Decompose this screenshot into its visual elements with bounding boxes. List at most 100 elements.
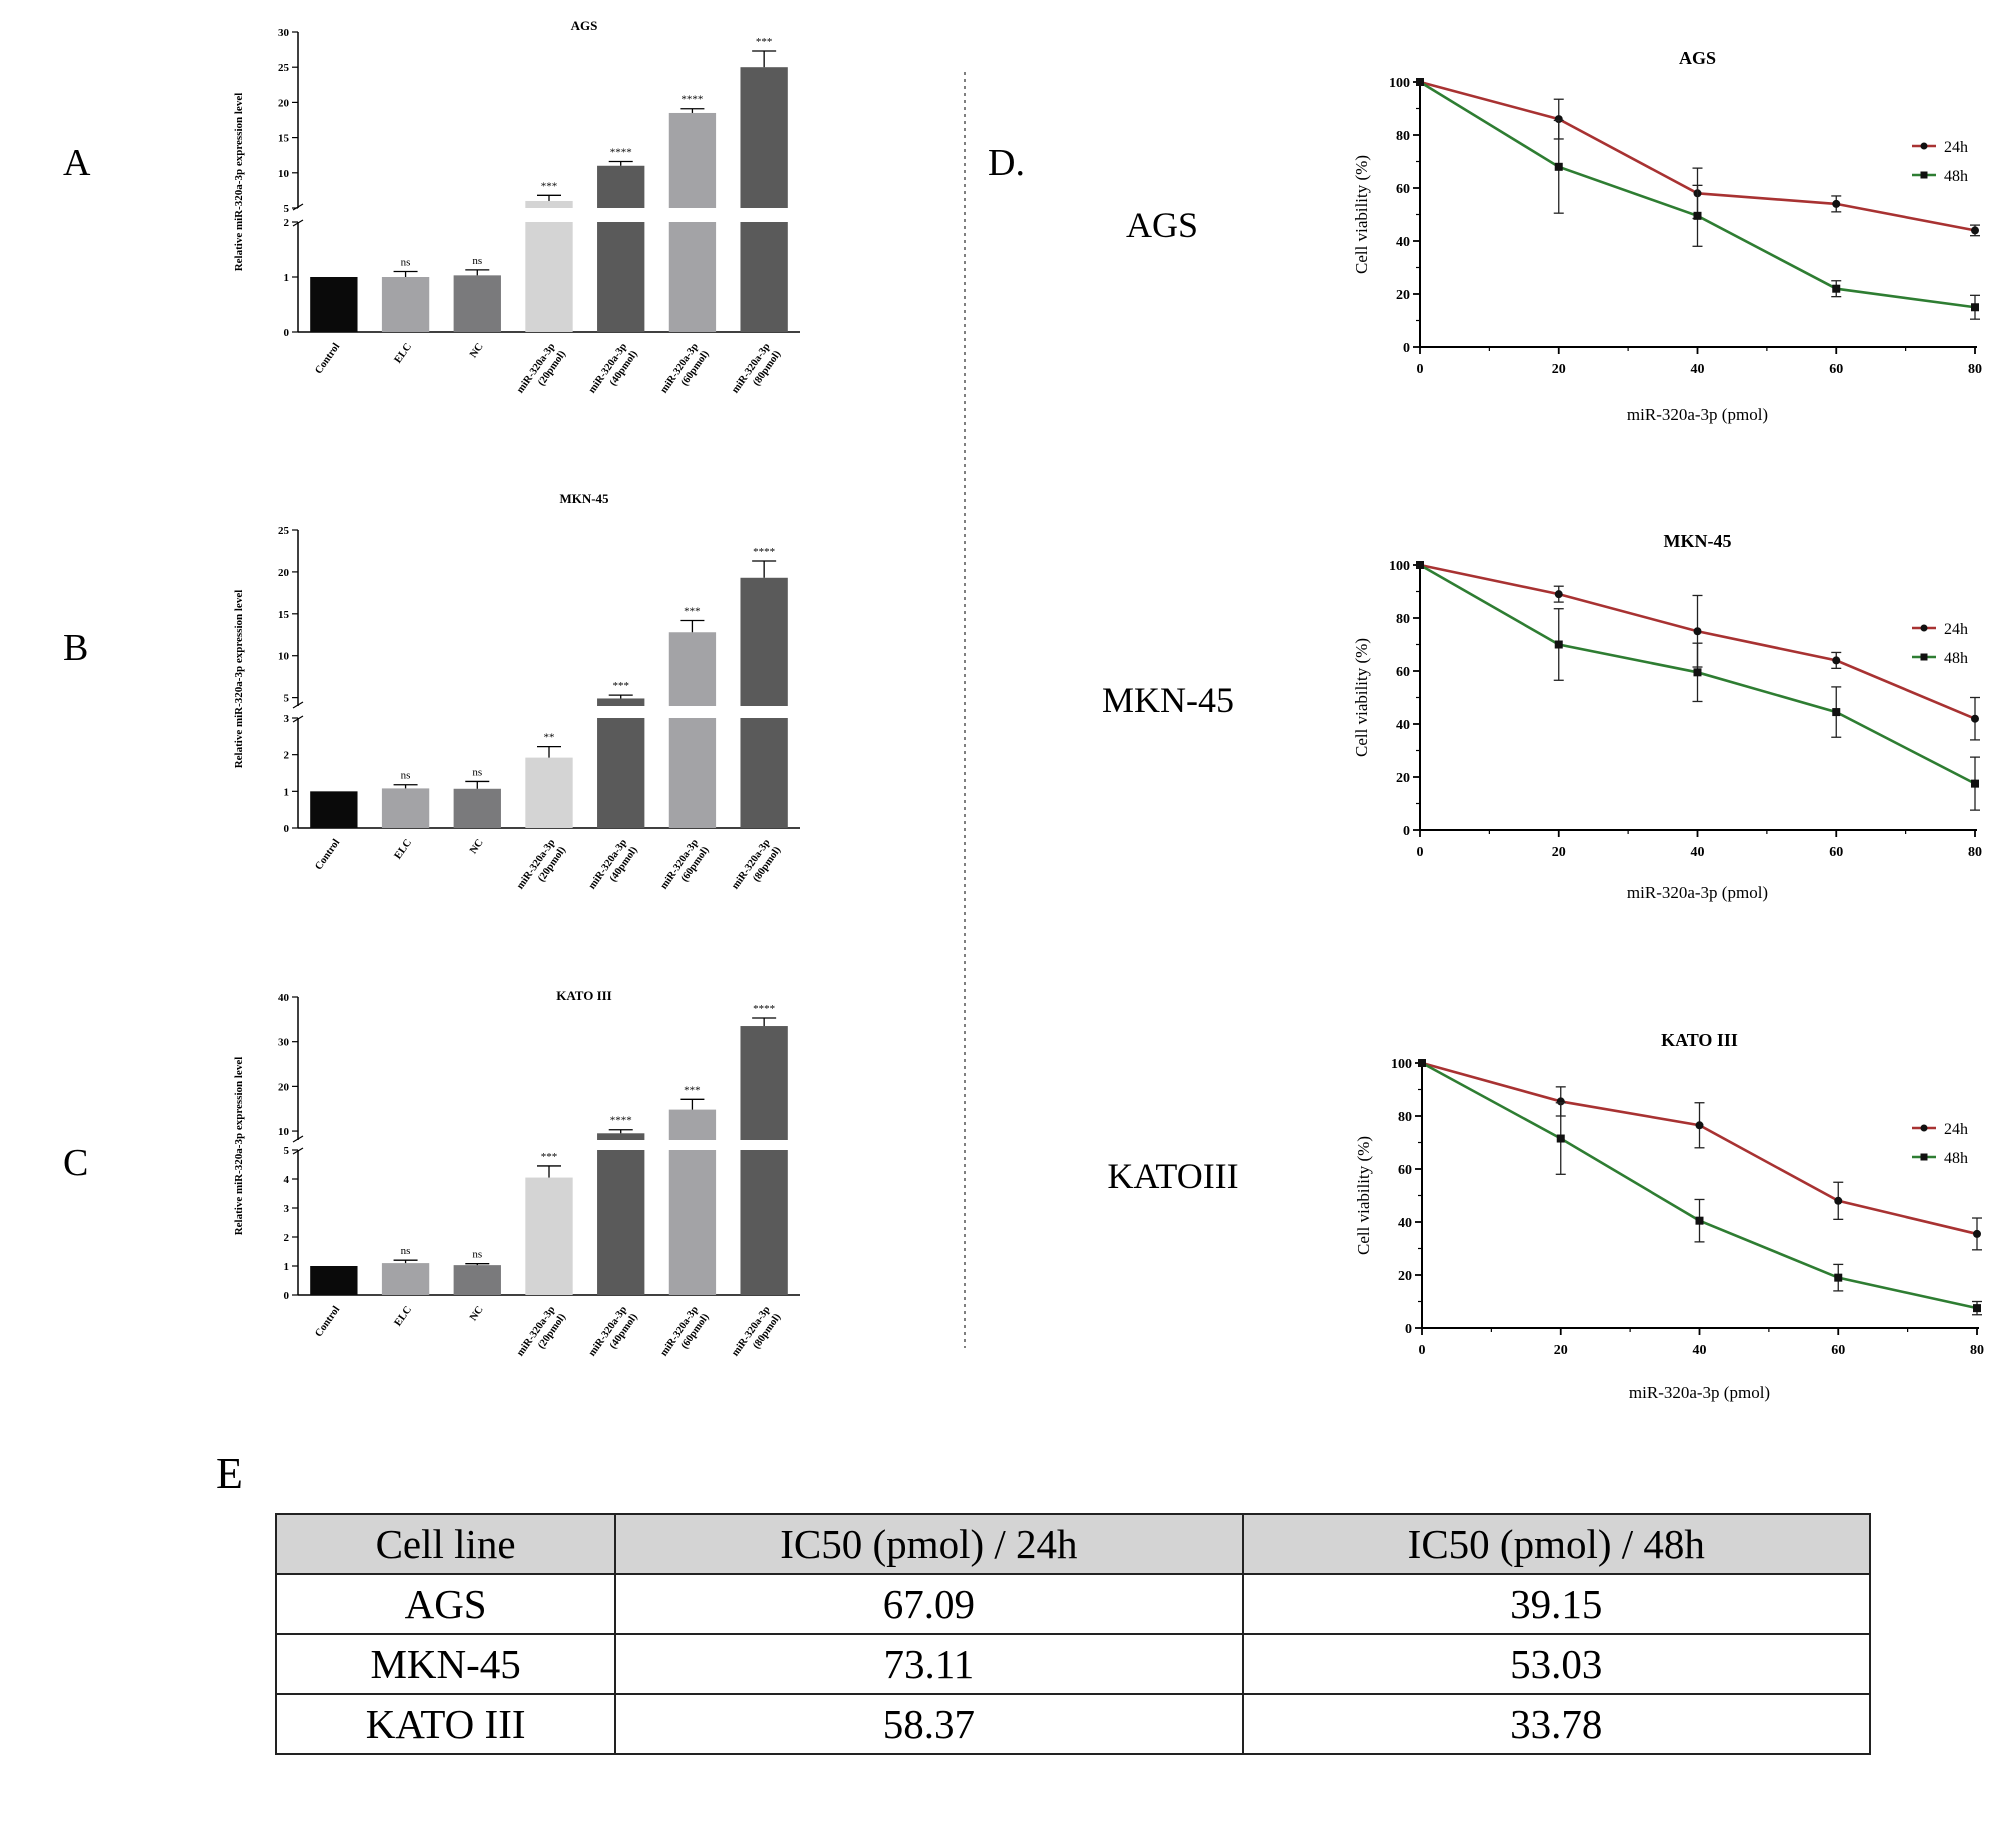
data-point (1554, 115, 1563, 124)
axis-break-mark (292, 203, 304, 211)
table-header-cell: IC50 (pmol) / 24h (614, 1513, 1244, 1575)
bar (740, 222, 788, 332)
data-point (1556, 1134, 1565, 1143)
axis-break-mark (292, 701, 304, 709)
y-axis-label: Cell viability (%) (1352, 638, 1371, 757)
chart-title: KATO III (556, 988, 612, 1003)
category-label: miR-320a-3p(80pmol) (730, 837, 783, 899)
category-label: miR-320a-3p(40pmol) (587, 1304, 640, 1366)
data-point (1554, 590, 1563, 599)
axis-break-mark (292, 1147, 304, 1155)
data-point (1971, 226, 1979, 235)
significance-label: **** (610, 147, 632, 159)
data-point (1695, 1216, 1704, 1225)
axis-break-mark (292, 1135, 304, 1143)
bar (740, 67, 788, 208)
significance-label: *** (684, 1084, 701, 1096)
bar (668, 1150, 717, 1295)
bar (525, 200, 573, 208)
table-cell: 39.15 (1241, 1573, 1872, 1635)
y-tick-label: 1 (284, 272, 290, 284)
category-label: miR-320a-3p(80pmol) (730, 341, 783, 403)
bar (597, 1150, 645, 1295)
table-cell: 73.11 (614, 1633, 1244, 1695)
panel-letter-c: C (63, 1142, 88, 1184)
y-tick-label: 40 (1398, 1216, 1412, 1231)
y-tick-label: 2 (284, 750, 290, 762)
table-cell: MKN-45 (274, 1633, 617, 1695)
line-chart-mkn45: MKN-45 Cell viability (%) miR-320a-3p (pmo… (1352, 531, 1982, 902)
y-axis-label: Relative miR-320a-3p expression level (233, 1057, 245, 1236)
data-point (1832, 199, 1841, 208)
legend-marker (1920, 1153, 1928, 1161)
category-label: NC (468, 341, 486, 360)
category-label: ELC (393, 837, 414, 861)
data-point (1554, 162, 1563, 171)
category-label: miR-320a-3p(60pmol) (658, 1304, 711, 1366)
data-point (1832, 284, 1841, 293)
chart-title: KATO III (1661, 1030, 1738, 1050)
data-point (1416, 561, 1424, 569)
y-axis-label: Cell viability (%) (1352, 155, 1371, 274)
category-label: NC (468, 1304, 486, 1323)
y-tick-label: 80 (1396, 129, 1410, 144)
table-row: MKN-45 73.11 53.03 (274, 1633, 1872, 1695)
data-point (1416, 78, 1424, 86)
bar (525, 222, 573, 332)
x-tick-label: 60 (1829, 845, 1843, 860)
significance-label: **** (753, 1003, 775, 1015)
table-row: KATO III 58.37 33.78 (274, 1693, 1872, 1755)
data-point (1971, 303, 1979, 312)
x-tick-label: 80 (1968, 362, 1982, 377)
significance-label: ns (401, 1245, 411, 1257)
category-label: Control (313, 837, 342, 872)
x-tick-label: 60 (1829, 362, 1843, 377)
significance-label: **** (753, 546, 775, 558)
y-tick-label: 3 (284, 713, 290, 725)
y-tick-label: 60 (1398, 1163, 1412, 1178)
y-tick-label: 60 (1396, 182, 1410, 197)
y-tick-label: 25 (278, 525, 290, 537)
chart-title: AGS (571, 18, 598, 33)
bar (740, 1026, 788, 1140)
bar (597, 1133, 645, 1140)
category-label: miR-320a-3p(20pmol) (515, 341, 568, 403)
table-cell: 58.37 (614, 1693, 1244, 1755)
chart-title: MKN-45 (1664, 531, 1732, 551)
category-label: ELC (393, 1304, 414, 1328)
bar (381, 788, 430, 828)
x-tick-label: 20 (1552, 362, 1566, 377)
y-tick-label: 5 (284, 203, 290, 215)
x-tick-label: 40 (1691, 362, 1705, 377)
y-axis-label: Cell viability (%) (1354, 1136, 1373, 1255)
data-point (1554, 640, 1563, 649)
table-header-row: Cell line IC50 (pmol) / 24h IC50 (pmol) … (274, 1513, 1872, 1575)
y-tick-label: 3 (284, 1203, 290, 1215)
bar (597, 718, 645, 828)
y-tick-label: 20 (1398, 1269, 1412, 1284)
bar (668, 1109, 717, 1140)
y-tick-label: 5 (284, 693, 290, 705)
bar (740, 1150, 788, 1295)
data-point (1973, 1304, 1981, 1313)
y-tick-label: 5 (284, 1145, 290, 1157)
data-point (1693, 211, 1702, 220)
table-cell: 67.09 (614, 1573, 1244, 1635)
ic50-table: Cell line IC50 (pmol) / 24h IC50 (pmol) … (274, 1513, 1872, 1755)
table-cell: AGS (274, 1573, 617, 1635)
bar (597, 222, 645, 332)
category-label: miR-320a-3p(60pmol) (658, 341, 711, 403)
data-point (1971, 779, 1979, 788)
y-tick-label: 15 (278, 609, 290, 621)
axis-break-mark (292, 219, 304, 227)
y-tick-label: 4 (284, 1174, 290, 1186)
line-chart-ags: AGS Cell viability (%) miR-320a-3p (pmol) 0… (1352, 48, 1982, 424)
bar (668, 718, 717, 828)
x-tick-label: 0 (1417, 845, 1424, 860)
y-tick-label: 10 (278, 651, 290, 663)
x-tick-label: 80 (1968, 845, 1982, 860)
significance-label: *** (612, 680, 629, 692)
y-tick-label: 15 (278, 133, 290, 145)
y-tick-label: 60 (1396, 665, 1410, 680)
y-tick-label: 0 (1403, 341, 1410, 356)
